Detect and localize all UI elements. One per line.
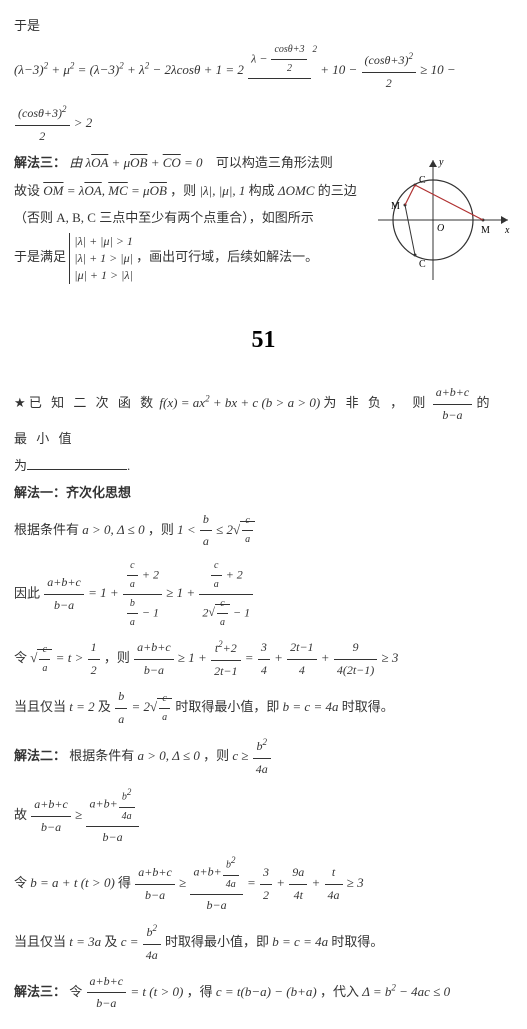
sol2-l2: 故 a+b+cb−a ≥ a+b+b24ab−a — [14, 784, 513, 848]
sol2-l4: 当且仅当 t = 3a 及 c = b24a 时取得最小值，即 b = c = … — [14, 920, 513, 966]
line-therefore: 于是 — [14, 14, 513, 37]
svg-text:C: C — [419, 175, 426, 186]
svg-text:y: y — [438, 157, 444, 168]
sol1-l4: 当且仅当 t = 2 及 ba = 2ca 时取得最小值，即 b = c = 4… — [14, 686, 513, 730]
svg-text:M: M — [481, 225, 490, 236]
sol1-l2: 因此 a+b+cb−a = 1 + ca + 2ba − 1 ≥ 1 + ca … — [14, 557, 513, 632]
sol1-title: 解法一：齐次化思想 — [14, 481, 513, 504]
line-eq1: (λ−3)2 + μ2 = (λ−3)2 + λ2 − 2λcosθ + 1 =… — [14, 41, 513, 147]
svg-text:x: x — [504, 225, 510, 236]
svg-text:O: O — [437, 223, 444, 234]
problem-blank: 为. — [14, 454, 513, 477]
svg-text:C: C — [419, 259, 426, 270]
sol2-l3: 令 b = a + t (t > 0) 得 a+b+cb−a ≥ a+b+b24… — [14, 852, 513, 916]
problem: ★ 已 知 二 次 函 数 f(x) = ax2 + bx + c (b > a… — [14, 382, 513, 450]
sol1-l3: 令 ca = t > 12 ，则 a+b+cb−a ≥ 1 + t2+22t−1… — [14, 636, 513, 682]
sol3-l1: 解法三： 令 a+b+cb−a = t (t > 0) ，得 c = t(b−a… — [14, 971, 513, 1015]
page-number: 51 — [14, 319, 513, 362]
svg-text:M: M — [391, 201, 400, 212]
sol1-l1: 根据条件有 a > 0, Δ ≤ 0 ，则 1 < ba ≤ 2ca — [14, 509, 513, 553]
circle-diagram: x y O C C M M — [373, 155, 513, 285]
sol2-l1: 解法二： 根据条件有 a > 0, Δ ≤ 0 ，则 c ≥ b24a — [14, 734, 513, 780]
